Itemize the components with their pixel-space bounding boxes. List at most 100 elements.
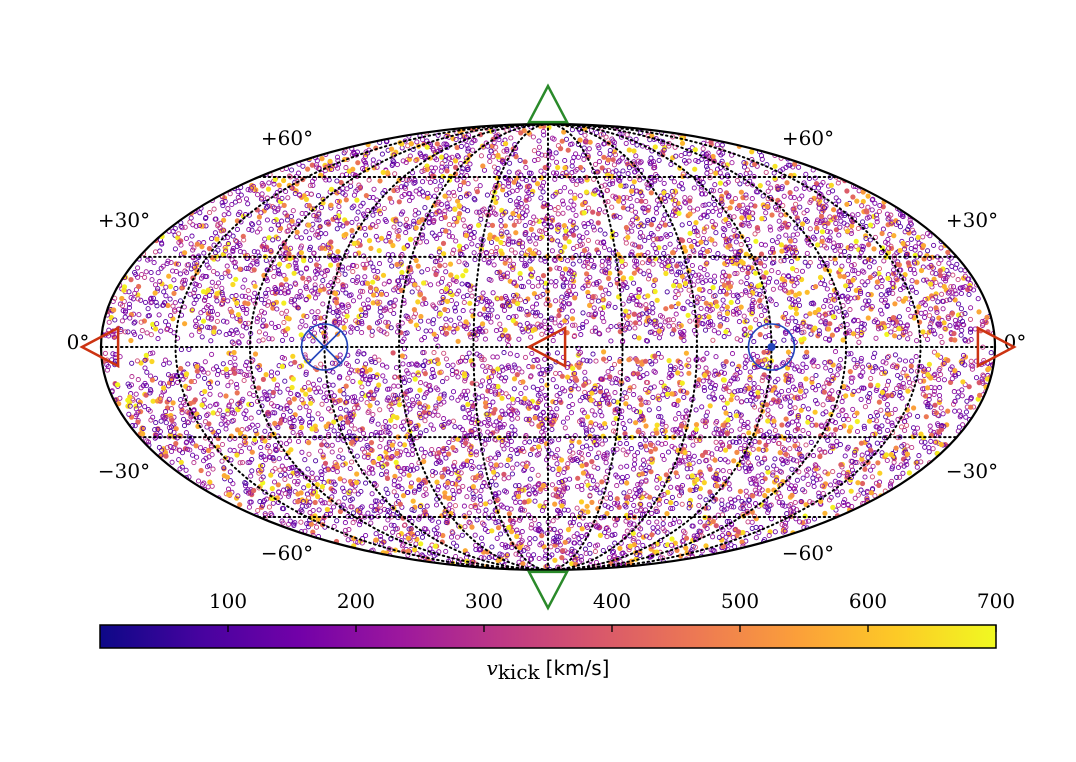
scatter-point <box>481 167 488 173</box>
scatter-point <box>596 159 602 165</box>
scatter-point <box>237 460 243 466</box>
scatter-point <box>363 193 369 199</box>
scatter-point <box>281 300 287 306</box>
scatter-point <box>728 397 734 403</box>
scatter-point <box>183 467 189 473</box>
scatter-point <box>831 207 837 213</box>
scatter-point <box>693 487 699 493</box>
scatter-point <box>854 418 860 425</box>
scatter-point <box>178 365 184 372</box>
scatter-point <box>643 468 649 474</box>
scatter-point <box>765 469 771 475</box>
scatter-point <box>636 335 642 341</box>
scatter-point <box>356 313 362 319</box>
scatter-point <box>695 159 701 165</box>
scatter-point <box>479 439 485 445</box>
scatter-point <box>456 259 462 265</box>
scatter-point <box>238 449 244 455</box>
scatter-point <box>341 325 347 331</box>
scatter-point <box>398 468 404 474</box>
scatter-point <box>181 423 188 429</box>
scatter-point <box>562 539 568 545</box>
scatter-point <box>548 317 555 323</box>
scatter-point <box>282 471 288 477</box>
scatter-point <box>747 397 754 403</box>
scatter-point <box>584 230 590 236</box>
scatter-point <box>421 280 427 286</box>
scatter-point <box>562 266 569 272</box>
scatter-point <box>570 401 576 408</box>
scatter-point <box>425 404 431 410</box>
scatter-point <box>440 532 446 539</box>
scatter-point <box>785 429 791 436</box>
scatter-point <box>353 398 359 404</box>
scatter-point <box>900 240 906 246</box>
scatter-point <box>913 354 919 360</box>
scatter-point <box>198 467 204 474</box>
scatter-point <box>149 358 155 365</box>
scatter-point <box>441 350 447 356</box>
scatter-point <box>406 362 412 368</box>
scatter-point <box>936 315 942 321</box>
scatter-point <box>528 226 535 232</box>
scatter-point <box>569 438 575 444</box>
scatter-point <box>848 488 854 494</box>
scatter-point <box>578 332 584 338</box>
scatter-point <box>579 526 585 532</box>
scatter-point <box>813 181 820 187</box>
scatter-point <box>192 397 198 403</box>
scatter-point <box>312 499 318 506</box>
scatter-point <box>822 311 828 317</box>
scatter-point <box>219 441 226 448</box>
scatter-point <box>327 158 333 164</box>
scatter-point <box>319 442 325 448</box>
scatter-point <box>960 284 966 290</box>
scatter-point <box>285 483 291 489</box>
scatter-point <box>128 337 134 344</box>
scatter-point <box>843 393 849 399</box>
scatter-point <box>580 321 586 327</box>
scatter-point <box>863 223 869 230</box>
scatter-point <box>723 359 729 365</box>
scatter-point <box>362 232 369 238</box>
scatter-point <box>386 234 392 240</box>
scatter-point <box>221 473 227 479</box>
scatter-point <box>260 376 266 382</box>
scatter-point <box>882 300 888 306</box>
scatter-point <box>855 480 861 486</box>
scatter-point <box>434 157 440 163</box>
scatter-point <box>628 275 634 281</box>
scatter-point <box>872 200 878 206</box>
scatter-point <box>475 222 482 228</box>
scatter-point <box>562 244 568 250</box>
scatter-point <box>860 224 866 230</box>
scatter-point <box>913 460 919 466</box>
scatter-point <box>432 543 438 549</box>
scatter-point <box>220 412 226 418</box>
scatter-point <box>836 472 842 478</box>
scatter-point <box>566 239 572 245</box>
scatter-point <box>199 402 205 408</box>
scatter-point <box>338 179 344 186</box>
scatter-point <box>763 210 769 216</box>
scatter-point <box>664 391 671 397</box>
scatter-point <box>495 525 502 531</box>
scatter-point <box>683 350 690 356</box>
scatter-point <box>258 444 264 451</box>
scatter-point <box>333 290 339 297</box>
scatter-point <box>445 480 451 486</box>
scatter-point <box>916 304 922 310</box>
scatter-point <box>460 308 466 314</box>
scatter-point <box>850 194 856 200</box>
scatter-point <box>779 422 785 428</box>
scatter-point <box>281 177 287 184</box>
scatter-point <box>226 350 232 356</box>
scatter-point <box>528 525 534 531</box>
scatter-point <box>902 358 909 364</box>
scatter-point <box>862 466 868 472</box>
scatter-point <box>140 431 146 437</box>
scatter-point <box>836 232 842 238</box>
scatter-point <box>692 166 698 172</box>
scatter-point <box>737 488 744 494</box>
scatter-point <box>906 470 913 476</box>
